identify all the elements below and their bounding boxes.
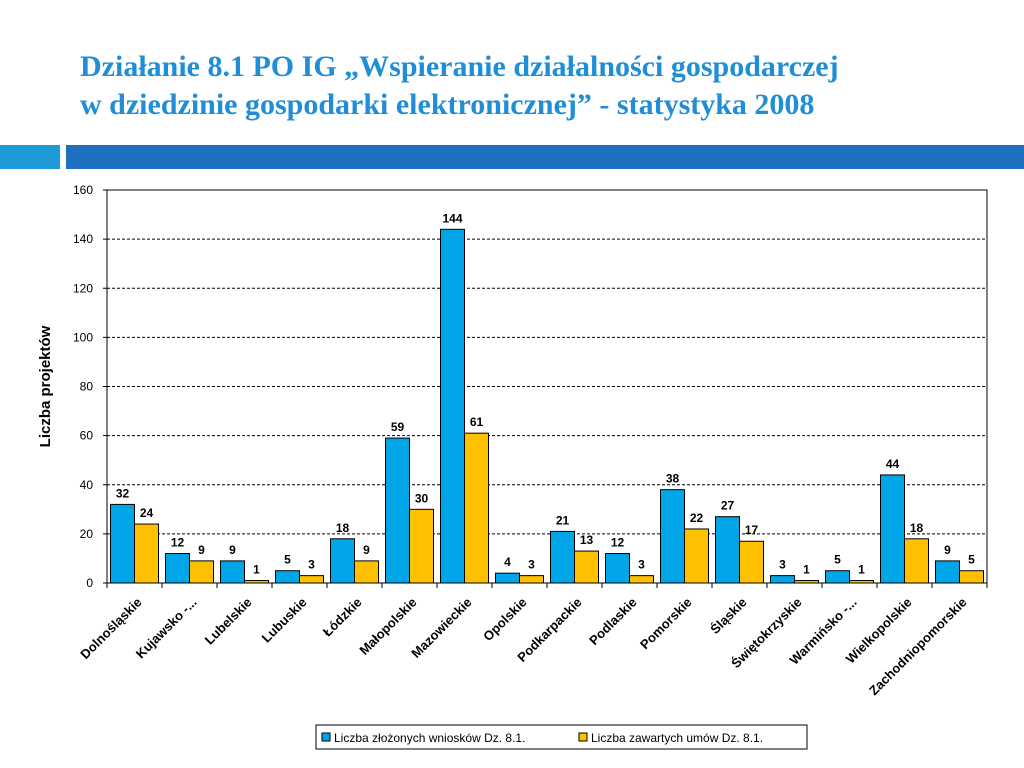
x-tick-label: Lubuskie [259,595,310,646]
slide-title-line-2: w dziedzinie gospodarki elektronicznej” … [80,88,815,121]
bar-wnioski [825,570,850,584]
data-label: 17 [745,523,759,537]
bar-umowy [189,560,214,584]
data-label: 27 [721,499,735,513]
data-label: 12 [171,536,185,550]
bar-wnioski [165,553,190,584]
data-label: 18 [336,521,350,535]
y-tick-label: 0 [86,576,93,590]
data-label: 5 [968,553,975,567]
legend-swatch-wnioski [321,732,331,742]
bar-wnioski [880,474,905,584]
x-tick-label: Pomorskie [637,595,695,653]
plot-frame [106,189,988,584]
bar-wnioski [385,437,410,584]
y-tick-label: 140 [73,232,93,246]
bar-umowy [574,550,599,584]
data-label: 12 [611,536,625,550]
data-label: 3 [779,558,786,572]
data-label: 9 [198,543,205,557]
y-tick-label: 40 [80,478,94,492]
bar-wnioski [660,489,685,584]
bar-umowy [409,508,434,584]
legend-label-umowy: Liczba zawartych umów Dz. 8.1. [591,731,763,745]
accent-bar-left [0,145,60,169]
bar-umowy [739,540,764,584]
data-label: 9 [944,543,951,557]
bar-chart: 0204060801001201401603224Dolnośląskie129… [37,183,988,750]
bar-wnioski [605,553,630,584]
x-tick-label: Podlaskie [586,595,640,649]
data-label: 5 [834,553,841,567]
bar-umowy [684,528,709,584]
x-tick-label: Łódzkie [320,595,365,640]
bar-wnioski [715,516,740,584]
bar-umowy [134,523,159,584]
x-tick-label: Śląskie [707,595,749,637]
y-tick-label: 20 [80,527,94,541]
data-label: 3 [638,558,645,572]
accent-bar-right [66,145,1024,169]
y-tick-label: 100 [73,330,93,344]
bar-umowy [629,575,654,584]
data-label: 4 [504,555,511,569]
y-tick-label: 60 [80,429,94,443]
data-label: 44 [886,457,900,471]
data-label: 22 [690,511,704,525]
slide-title: Działanie 8.1 PO IG „Wspieranie działaln… [80,48,960,124]
bar-wnioski [110,503,135,584]
data-label: 13 [580,533,594,547]
y-tick-label: 120 [73,281,93,295]
data-label: 21 [556,513,570,527]
data-label: 1 [858,563,865,577]
legend-swatch-umowy [578,732,588,742]
data-label: 144 [442,211,462,225]
data-label: 24 [140,506,154,520]
data-label: 3 [308,558,315,572]
data-label: 32 [116,486,130,500]
bar-umowy [959,570,984,584]
data-label: 61 [470,415,484,429]
data-label: 59 [391,420,405,434]
bar-wnioski [440,228,465,584]
bar-umowy [519,575,544,584]
x-tick-label: Zachodniopomorskie [866,595,970,699]
data-label: 3 [528,558,535,572]
legend-label-wnioski: Liczba złożonych wniosków Dz. 8.1. [334,731,525,745]
bar-umowy [299,575,324,584]
data-label: 9 [229,543,236,557]
data-label: 1 [803,563,810,577]
y-axis-title: Liczba projektów [37,325,54,447]
data-label: 30 [415,491,429,505]
bar-umowy [464,432,489,584]
bar-wnioski [275,570,300,584]
data-label: 9 [363,543,370,557]
data-label: 38 [666,472,680,486]
data-label: 5 [284,553,291,567]
legend [315,724,808,750]
bar-wnioski [550,530,575,584]
data-label: 1 [253,563,260,577]
y-tick-label: 160 [73,183,93,197]
x-tick-label: Opolskie [480,595,529,644]
slide-title-line-1: Działanie 8.1 PO IG „Wspieranie działaln… [80,50,839,83]
bar-wnioski [495,572,520,584]
bar-umowy [904,538,929,584]
data-label: 18 [910,521,924,535]
y-tick-label: 80 [80,380,94,394]
bar-wnioski [935,560,960,584]
bar-wnioski [220,560,245,584]
bar-wnioski [770,575,795,584]
x-tick-label: Lubelskie [202,595,255,648]
bar-wnioski [330,538,355,584]
bar-umowy [354,560,379,584]
